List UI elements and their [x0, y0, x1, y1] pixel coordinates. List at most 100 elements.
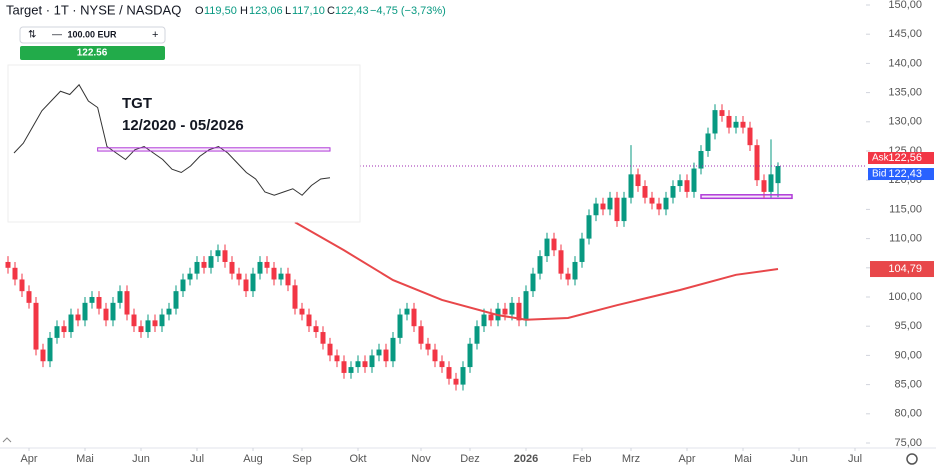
candle-body — [75, 314, 81, 321]
candle-body — [628, 174, 634, 198]
scroll-icon[interactable] — [2, 437, 12, 443]
y-tick-label: 145,00 — [888, 28, 922, 40]
bid-box — [868, 168, 934, 181]
x-tick-label: Dez — [460, 453, 480, 465]
candle-body — [12, 267, 18, 280]
ask-value: 122,56 — [888, 152, 922, 164]
bid-value: 122,43 — [888, 168, 922, 180]
zone — [700, 194, 793, 200]
x-tick-label: Nov — [411, 453, 431, 465]
candle-body — [194, 261, 200, 274]
ma-label-box — [870, 261, 934, 278]
candle-body — [124, 291, 130, 315]
candle-body — [425, 343, 431, 350]
x-tick-label: Jul — [848, 453, 862, 465]
candle-body — [173, 291, 179, 309]
candle-body — [54, 326, 60, 338]
y-tick-label: 90,00 — [894, 349, 922, 361]
x-tick-label: Apr — [20, 453, 37, 465]
inset-title: TGT — [122, 95, 152, 112]
candle-body — [187, 273, 193, 280]
ohlc-key: O — [195, 5, 204, 17]
candle-body — [670, 186, 676, 198]
candle-body — [502, 308, 508, 315]
candle-body — [579, 238, 585, 262]
moving-average — [294, 221, 779, 321]
candle-body — [537, 256, 543, 274]
y-tick-label: 85,00 — [894, 379, 922, 391]
candle-body — [257, 261, 263, 274]
candle-body — [684, 180, 690, 192]
ohlc-value: 122,43 — [335, 5, 369, 17]
inset-zone — [97, 147, 331, 152]
candle-body — [215, 250, 221, 257]
candle-body — [719, 110, 725, 116]
candle-body — [145, 320, 151, 333]
candle-body — [278, 273, 284, 280]
candle-body — [33, 302, 39, 350]
change: −4,75 (−3,73%) — [370, 5, 446, 17]
inset-frame — [7, 64, 361, 223]
candle-body — [180, 279, 186, 292]
x-tick-label: Sep — [292, 453, 312, 465]
candle-body — [229, 261, 235, 274]
amount-box[interactable] — [19, 26, 166, 44]
candle-body — [68, 314, 74, 333]
candle-body — [439, 361, 445, 368]
swap-icon[interactable]: ⇅ — [28, 30, 36, 41]
candle-body — [89, 297, 95, 303]
candle-body — [740, 121, 746, 128]
candle-body — [383, 349, 389, 362]
candle-body — [166, 308, 172, 315]
candle-body — [754, 145, 760, 181]
y-tick-label: 130,00 — [888, 116, 922, 128]
y-tick-label: 115,00 — [889, 203, 922, 215]
minus-icon[interactable]: — — [52, 30, 62, 41]
candle-body — [691, 168, 697, 192]
candle-body — [726, 115, 732, 128]
candle-body — [663, 197, 669, 210]
candle-body — [201, 261, 207, 268]
candle-body — [530, 273, 536, 292]
ohlc-key: L — [285, 5, 291, 17]
candle-body — [607, 197, 613, 210]
candle-body — [362, 361, 368, 368]
candle-body — [551, 238, 557, 251]
inset-period: 12/2020 - 05/2026 — [122, 117, 244, 134]
candle-body — [208, 256, 214, 268]
candle-body — [341, 361, 347, 373]
plus-icon[interactable]: + — [152, 29, 158, 41]
price-axis: 75,0080,0085,0090,0095,00100,00105,00110… — [20, 0, 934, 465]
ohlc-key: H — [240, 5, 248, 17]
candle-body — [82, 302, 88, 321]
candle-body — [656, 203, 662, 210]
buy-button[interactable] — [20, 46, 165, 60]
y-tick-label: 150,00 — [888, 0, 922, 11]
candle-body — [5, 261, 11, 268]
order-widget[interactable]: ⇅ — 100.00 EUR + 122.56 — [19, 26, 166, 60]
x-tick-label: Jun — [790, 453, 808, 465]
inset: TGT 12/2020 - 05/2026 — [7, 64, 361, 223]
candle-body — [117, 291, 123, 303]
candle-body — [159, 314, 165, 327]
candle-body — [768, 174, 774, 192]
y-tick-label: 140,00 — [888, 57, 922, 69]
buy-price: 122.56 — [77, 48, 108, 59]
candle-body — [516, 302, 522, 321]
ohlc-value: 123,06 — [249, 5, 283, 17]
ohlc-value: 117,10 — [292, 5, 325, 17]
candle-body — [299, 308, 305, 315]
candle-body — [103, 308, 109, 321]
y-tick-label: 95,00 — [894, 320, 922, 332]
candle-body — [250, 273, 256, 292]
candle-body — [96, 297, 102, 309]
candle-body — [544, 238, 550, 257]
candle-body — [390, 337, 396, 362]
candle-body — [586, 215, 592, 239]
symbol: Target · 1T · NYSE / NASDAQ — [6, 2, 181, 17]
settings-icon[interactable] — [906, 453, 918, 465]
candle-body — [747, 127, 753, 146]
x-tick-label: Feb — [573, 453, 592, 465]
candle-body — [523, 291, 529, 321]
